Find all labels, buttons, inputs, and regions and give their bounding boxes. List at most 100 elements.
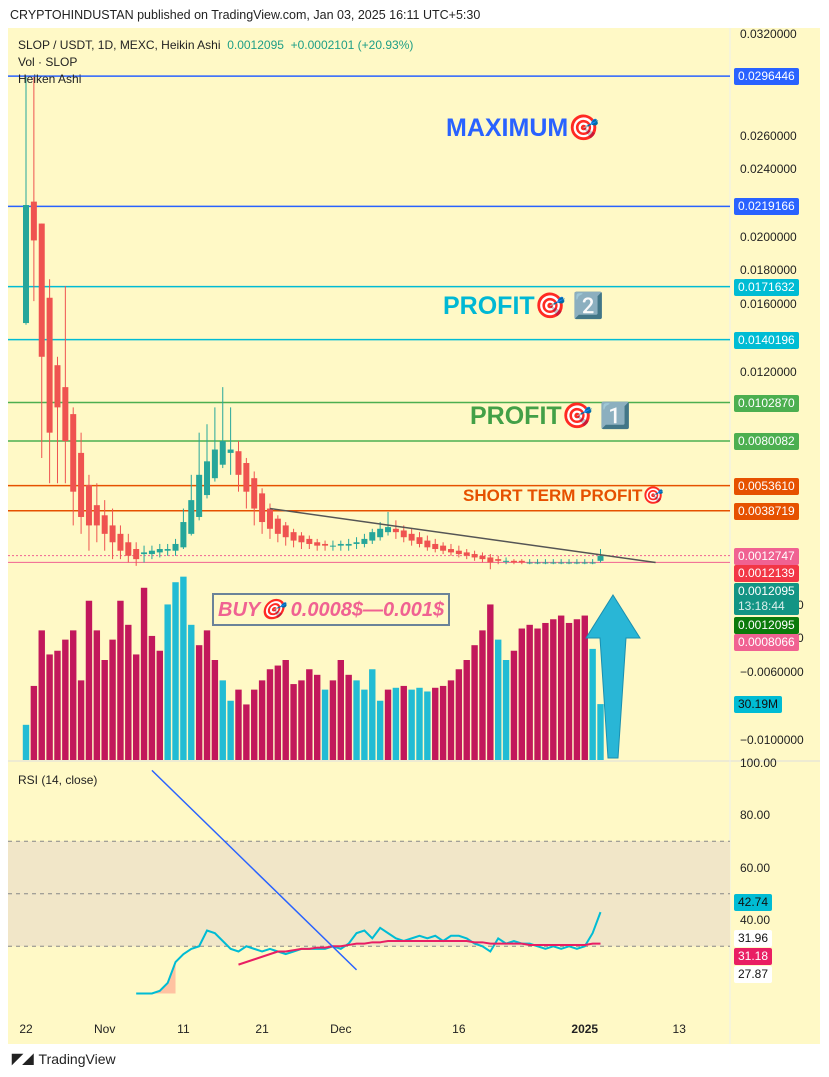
volume-bar — [132, 654, 140, 760]
volume-bar — [227, 700, 234, 760]
candle-body — [408, 533, 415, 541]
candle-body — [573, 562, 580, 564]
price-tag: 0.0140196 — [734, 331, 799, 349]
tradingview-icon: ◤◢ — [12, 1050, 34, 1066]
candle-body — [54, 365, 61, 408]
volume-bar — [148, 635, 156, 760]
candle-body — [314, 542, 321, 546]
volume-bar — [408, 689, 415, 760]
volume-bar — [22, 724, 30, 760]
candle-body — [329, 545, 336, 547]
rsi-axis-label: 80.00 — [740, 808, 771, 822]
price-tag: 0.0296446 — [734, 68, 799, 86]
volume-bar — [172, 582, 179, 760]
publisher-line: CRYPTOHINDUSTAN published on TradingView… — [10, 8, 481, 22]
volume-bar — [251, 689, 258, 760]
tradingview-logo[interactable]: ◤◢ TradingView — [12, 1050, 116, 1067]
candle-body — [148, 550, 155, 555]
volume-bar — [180, 576, 187, 760]
price-tag: 0.0008066 — [734, 634, 799, 652]
rsi-ma-line — [238, 940, 601, 966]
volume-bar — [70, 630, 77, 760]
candle-body — [597, 555, 604, 561]
volume-bar — [550, 619, 557, 760]
rsi-tag: 31.96 — [734, 930, 773, 947]
price-change: +0.0002101 (+20.93%) — [290, 38, 414, 52]
candle-body — [290, 532, 297, 541]
volume-bar — [125, 624, 132, 760]
volume-bar — [589, 648, 596, 760]
price-axis-label: 0.0260000 — [740, 128, 797, 143]
candle-body — [510, 560, 517, 563]
candle-body — [337, 543, 344, 546]
indicator-legend[interactable]: Heiken Ashi — [18, 72, 82, 86]
volume-bar — [290, 684, 297, 760]
rsi-tag: 31.18 — [734, 948, 773, 965]
volume-bar — [597, 704, 604, 760]
candle-body — [274, 518, 281, 534]
candle-body — [204, 461, 211, 496]
candle-body — [266, 508, 273, 529]
volume-bar — [321, 689, 329, 760]
candle-body — [400, 530, 407, 538]
volume-bar — [369, 669, 376, 760]
price-axis-label: 0.0180000 — [740, 263, 797, 278]
candle-body — [361, 538, 368, 544]
footer-label: TradingView — [38, 1050, 116, 1067]
x-axis-label: 16 — [452, 1022, 466, 1036]
volume-bar — [298, 680, 305, 760]
candle-body — [109, 525, 116, 543]
x-axis-label: 11 — [177, 1022, 190, 1036]
volume-bar — [329, 680, 337, 760]
candle-body — [259, 493, 266, 523]
candle-body — [432, 543, 439, 550]
candle-body — [447, 549, 454, 553]
rsi-axis-label: 40.00 — [740, 913, 771, 927]
candle-body — [322, 543, 329, 546]
candle-body — [463, 552, 470, 556]
maximum-annotation: MAXIMUM🎯 — [446, 114, 600, 142]
volume-bar — [266, 669, 274, 760]
candle-body — [93, 505, 100, 526]
short-term-annotation: SHORT TERM PROFIT🎯 — [463, 486, 664, 505]
volume-bar — [313, 674, 321, 760]
volume-bar — [447, 680, 455, 760]
trend-line — [269, 507, 656, 564]
candle-body — [566, 562, 573, 564]
volume-bar — [376, 700, 384, 760]
volume-bar — [518, 628, 526, 760]
rsi-tag: 27.87 — [734, 966, 773, 983]
volume-bar — [258, 680, 266, 760]
price-tag: 0.0012747 — [734, 547, 799, 565]
volume-bar — [101, 660, 108, 760]
price-axis-label: 0.0240000 — [740, 162, 797, 177]
volume-bar — [557, 615, 565, 760]
volume-bar — [392, 687, 400, 760]
price-tag: 0.0012095 — [734, 616, 799, 634]
price-axis-label: −0.0100000 — [740, 732, 804, 747]
candle-body — [117, 533, 124, 551]
candle-body — [298, 535, 305, 543]
price-tag: 0.0038719 — [734, 502, 799, 520]
rsi-legend[interactable]: RSI (14, close) — [18, 773, 98, 787]
volume-bar — [306, 669, 313, 760]
price-axis-label: 0.0120000 — [740, 364, 797, 379]
candle-body — [78, 452, 85, 517]
price-tag: 0.0102870 — [734, 394, 799, 412]
volume-bar — [337, 660, 344, 760]
price-tag: 0.0012139 — [734, 565, 799, 583]
candle-body — [495, 559, 502, 561]
last-price: 0.0012095 — [227, 38, 284, 52]
price-tag: 0.0080082 — [734, 432, 799, 450]
chart-legend: SLOP / USDT, 1D, MEXC, Heikin Ashi 0.001… — [18, 37, 413, 88]
candle-body — [188, 500, 195, 534]
symbol-label[interactable]: SLOP / USDT, 1D, MEXC, Heikin Ashi — [18, 38, 221, 52]
volume-legend[interactable]: Vol · SLOP — [18, 55, 78, 69]
candle-body — [455, 550, 462, 555]
volume-bar — [156, 650, 163, 760]
volume-bar — [526, 624, 533, 760]
candle-body — [243, 463, 250, 492]
candle-body — [38, 223, 45, 357]
price-axis-label: 0.0200000 — [740, 229, 797, 244]
